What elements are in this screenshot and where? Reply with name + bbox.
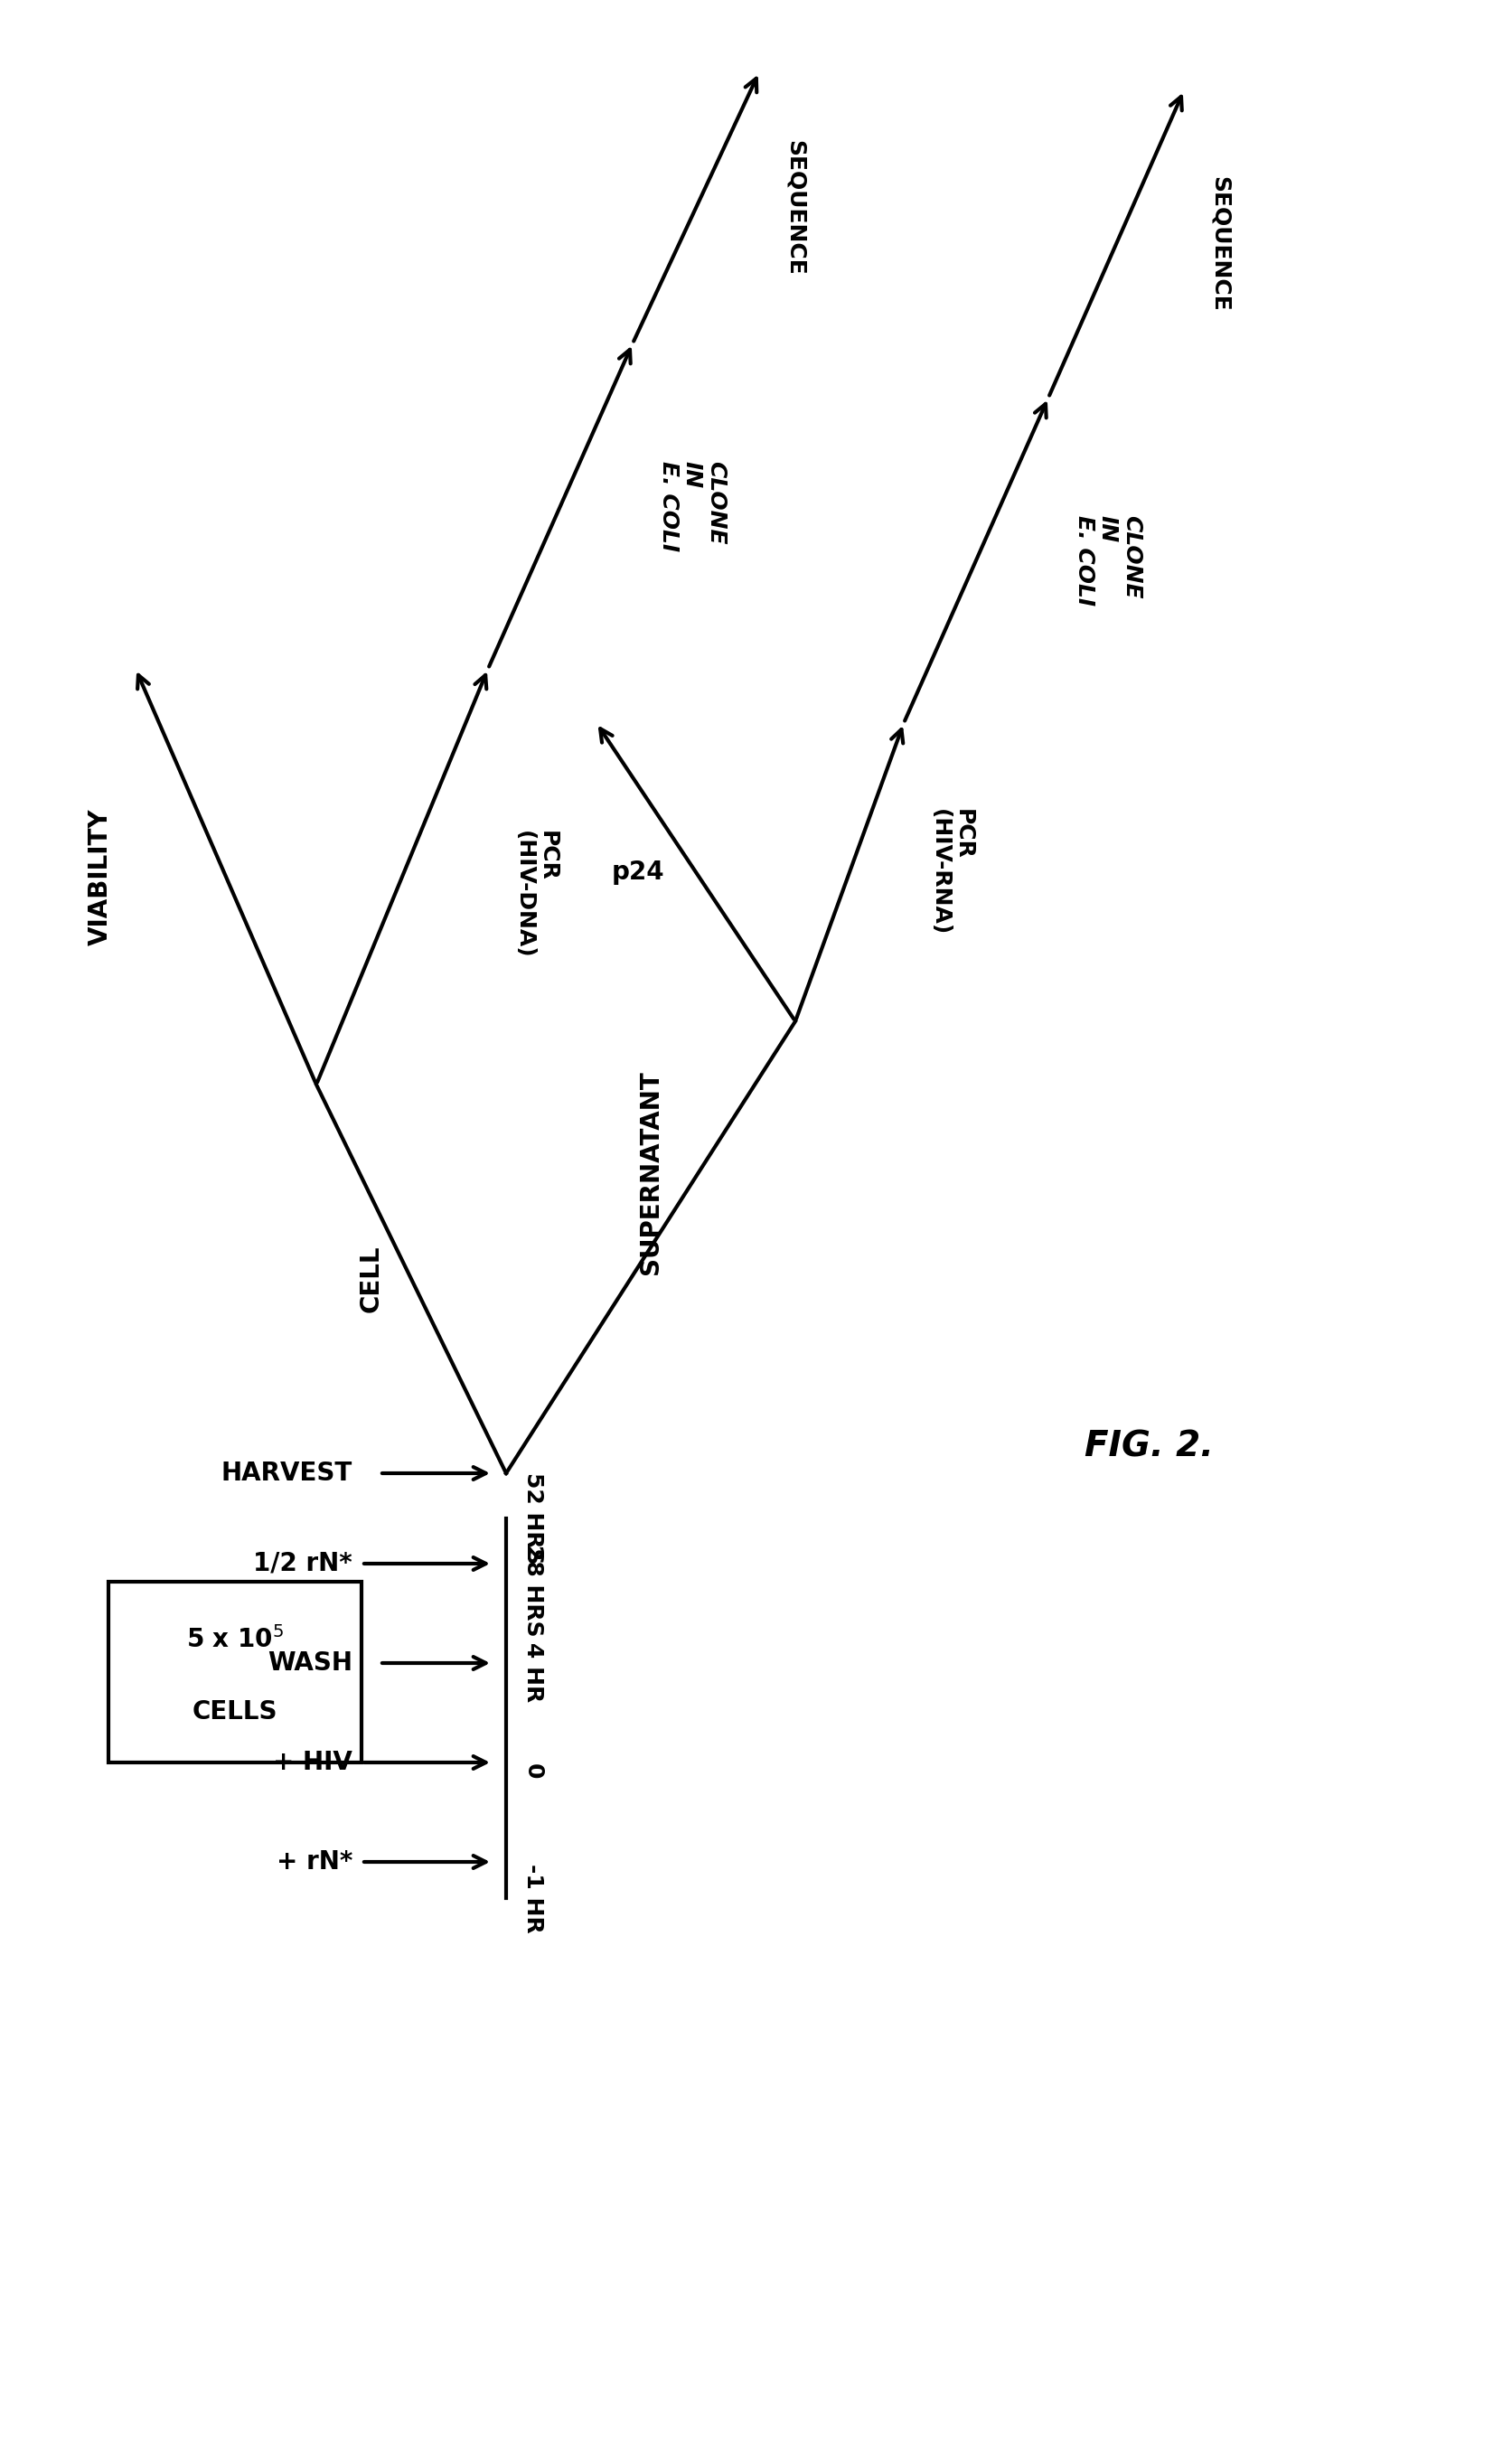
Text: PCR
(HIV-RNA): PCR (HIV-RNA): [928, 809, 974, 935]
Text: 52 HRS: 52 HRS: [522, 1472, 544, 1565]
Text: SEQUENCE: SEQUENCE: [1210, 177, 1231, 312]
Text: FIG. 2.: FIG. 2.: [1084, 1430, 1214, 1464]
Text: 1/2 rN*: 1/2 rN*: [254, 1550, 352, 1577]
Text: + rN*: + rN*: [277, 1850, 352, 1874]
Text: CELLS: CELLS: [192, 1700, 278, 1724]
Text: -1 HR: -1 HR: [522, 1864, 544, 1933]
Text: 4 HR: 4 HR: [522, 1641, 544, 1702]
Text: CLONE
IN
E. COLI: CLONE IN E. COLI: [658, 461, 726, 552]
Text: + HIV: + HIV: [274, 1749, 352, 1776]
Text: 0: 0: [522, 1764, 544, 1778]
Text: SUPERNATANT: SUPERNATANT: [638, 1070, 664, 1276]
Text: VIABILITY: VIABILITY: [88, 807, 113, 944]
Text: WASH: WASH: [268, 1651, 352, 1675]
Text: CLONE
IN
E. COLI: CLONE IN E. COLI: [1074, 515, 1142, 606]
Text: 28 HRS: 28 HRS: [522, 1545, 544, 1636]
Text: PCR
(HIV-DNA): PCR (HIV-DNA): [514, 832, 558, 959]
Text: p24: p24: [611, 859, 664, 886]
Bar: [109, 1582, 361, 1761]
Text: HARVEST: HARVEST: [221, 1460, 352, 1487]
Text: SEQUENCE: SEQUENCE: [785, 140, 806, 275]
Text: 5 x 10$^5$: 5 x 10$^5$: [186, 1626, 284, 1653]
Text: CELL: CELL: [358, 1246, 384, 1312]
